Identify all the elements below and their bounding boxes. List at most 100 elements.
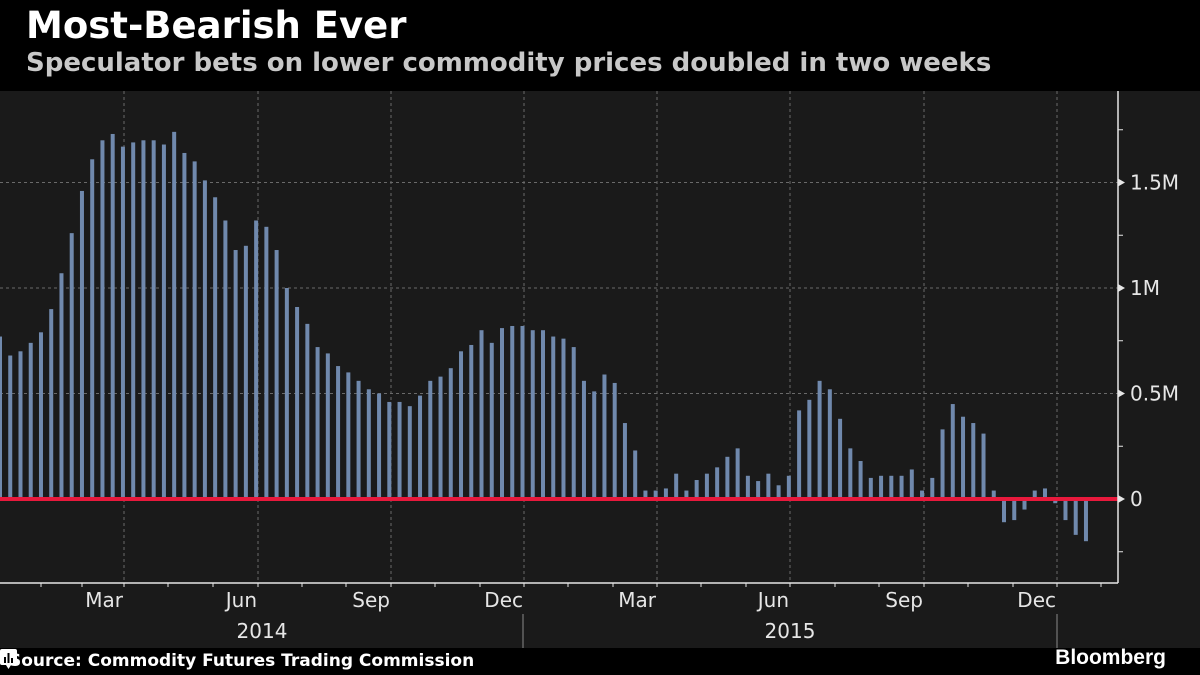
bar bbox=[756, 481, 761, 499]
bar bbox=[69, 233, 74, 499]
bar bbox=[1022, 499, 1027, 510]
bar bbox=[561, 338, 566, 499]
bar bbox=[459, 351, 464, 499]
bar bbox=[971, 423, 976, 499]
bar bbox=[110, 133, 115, 499]
bar bbox=[807, 399, 812, 499]
y-tick-marker bbox=[1118, 495, 1125, 503]
bar bbox=[1053, 499, 1058, 504]
y-tick-label: 1M bbox=[1130, 276, 1160, 300]
bar bbox=[551, 336, 556, 499]
bar bbox=[827, 389, 832, 499]
bar bbox=[479, 330, 484, 499]
bar bbox=[489, 342, 494, 499]
bar bbox=[663, 488, 668, 499]
bar bbox=[305, 323, 310, 499]
bar bbox=[233, 250, 238, 499]
y-tick-marker bbox=[1118, 178, 1125, 187]
bar bbox=[397, 401, 402, 499]
bar bbox=[991, 490, 996, 499]
bar bbox=[202, 180, 207, 499]
y-tick-label: 0.5M bbox=[1130, 382, 1179, 406]
bar bbox=[961, 416, 966, 499]
bar bbox=[38, 332, 43, 499]
y-tick-marker bbox=[1118, 284, 1125, 292]
bar bbox=[817, 380, 822, 499]
bar bbox=[131, 142, 136, 499]
x-month-label: Dec bbox=[1017, 588, 1056, 612]
bar bbox=[622, 423, 627, 499]
bar bbox=[223, 220, 228, 500]
bar bbox=[336, 366, 341, 499]
bar bbox=[571, 347, 576, 499]
bar bbox=[848, 448, 853, 499]
bar bbox=[581, 380, 586, 499]
bar bbox=[520, 325, 525, 499]
bar bbox=[438, 376, 443, 499]
x-month-label: Sep bbox=[885, 588, 923, 612]
bar bbox=[428, 380, 433, 499]
bar bbox=[274, 250, 279, 499]
bar bbox=[243, 245, 248, 499]
bar bbox=[407, 406, 412, 499]
bar bbox=[8, 355, 13, 499]
x-year-label: 2015 bbox=[765, 619, 816, 643]
bar bbox=[79, 190, 84, 499]
bar bbox=[879, 475, 884, 499]
bar bbox=[161, 144, 166, 499]
bar bbox=[500, 328, 504, 499]
x-month-label: Jun bbox=[224, 588, 257, 612]
bar bbox=[653, 490, 658, 499]
x-month-label: Jun bbox=[756, 588, 789, 612]
bar bbox=[766, 473, 771, 499]
bar bbox=[254, 220, 259, 500]
bar bbox=[387, 401, 392, 499]
y-tick-label: 0 bbox=[1130, 487, 1143, 511]
bar bbox=[920, 490, 925, 499]
bar bbox=[0, 336, 2, 499]
bar bbox=[151, 140, 156, 500]
bar bbox=[694, 480, 699, 499]
bar bbox=[284, 288, 289, 499]
bar-chart: 0 0.5M 1M 1.5M Mar Jun Sep Dec Mar Jun Sep Dec 2014… bbox=[0, 91, 1179, 648]
bar bbox=[540, 330, 545, 499]
x-month-label: Dec bbox=[484, 588, 523, 612]
bar bbox=[981, 433, 986, 499]
bar bbox=[90, 159, 95, 499]
bar bbox=[182, 152, 187, 499]
bar bbox=[745, 475, 750, 499]
bar bbox=[674, 473, 679, 499]
bars bbox=[0, 131, 1088, 542]
bar bbox=[633, 450, 638, 499]
bar bbox=[120, 146, 125, 499]
bar bbox=[643, 490, 648, 499]
bar bbox=[315, 347, 320, 499]
bar bbox=[530, 330, 535, 499]
chart-subtitle: Speculator bets on lower commodity price… bbox=[26, 48, 992, 78]
bar bbox=[715, 467, 720, 499]
bar bbox=[469, 344, 474, 499]
bar bbox=[612, 382, 617, 499]
y-tick-marker bbox=[1118, 389, 1125, 398]
bar bbox=[868, 477, 873, 499]
grid-lines bbox=[0, 91, 1118, 583]
bar bbox=[592, 391, 597, 499]
bar bbox=[366, 389, 371, 499]
bar bbox=[172, 131, 177, 500]
chart-title: Most-Bearish Ever bbox=[26, 4, 407, 47]
bar bbox=[448, 368, 453, 499]
bar bbox=[684, 490, 689, 499]
bar bbox=[1002, 499, 1007, 523]
bar bbox=[295, 306, 300, 499]
bar bbox=[1042, 488, 1047, 499]
x-month-label: Mar bbox=[618, 588, 657, 612]
bar bbox=[418, 395, 423, 499]
bar bbox=[838, 418, 843, 499]
bar bbox=[909, 469, 914, 499]
x-year-label: 2014 bbox=[237, 619, 288, 643]
bloomberg-chart-icon bbox=[0, 649, 17, 669]
bar bbox=[213, 197, 218, 499]
x-month-label: Mar bbox=[85, 588, 124, 612]
bar bbox=[776, 485, 781, 499]
x-axis: Mar Jun Sep Dec Mar Jun Sep Dec 2014 2015 bbox=[0, 582, 1118, 648]
